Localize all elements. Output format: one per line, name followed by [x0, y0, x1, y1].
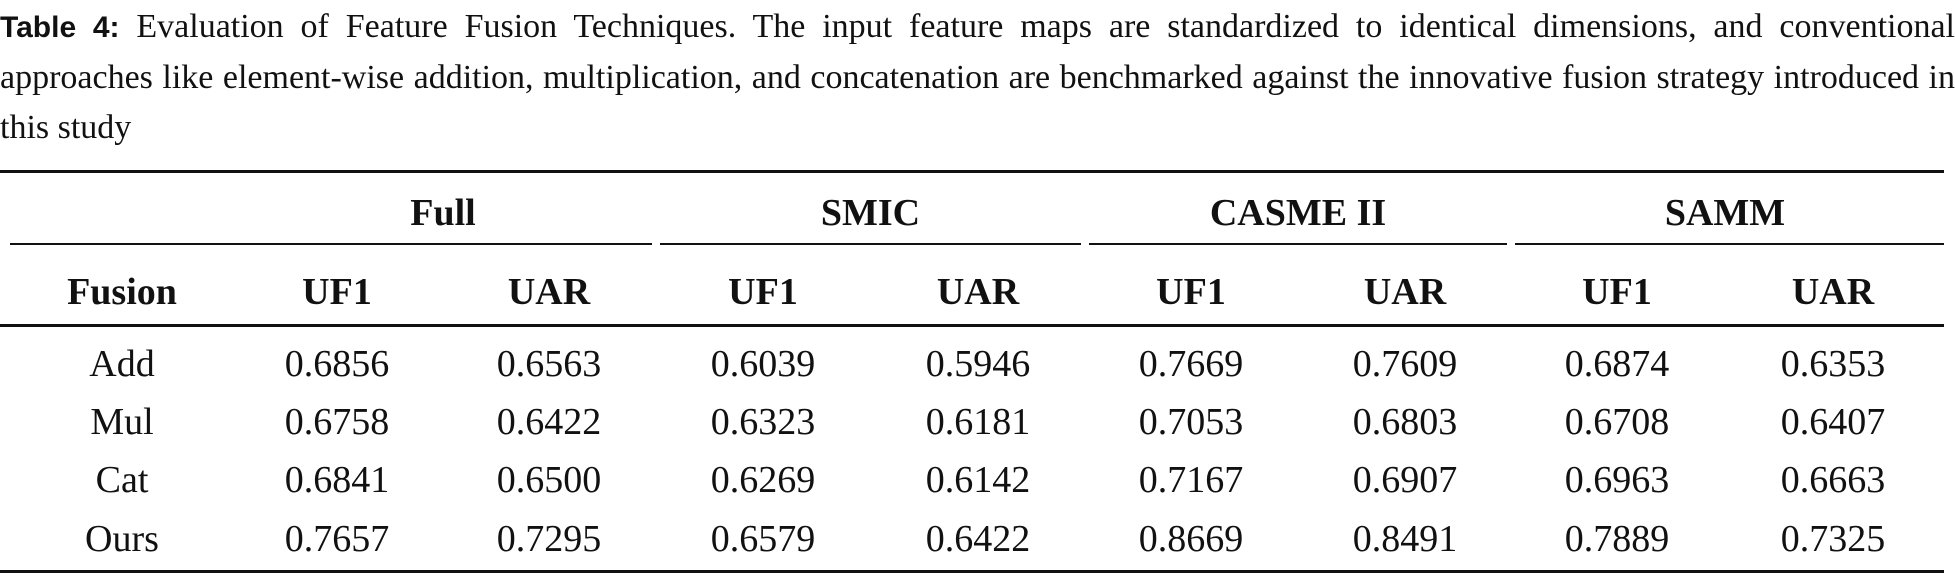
group-rule — [1088, 243, 1507, 245]
cell-value: 0.6323 — [710, 401, 816, 443]
column-header: Fusion — [67, 271, 177, 313]
cell-value: 0.6422 — [925, 518, 1031, 560]
caption-label: Table 4: — [0, 11, 120, 44]
group-header: SAMM — [1664, 192, 1786, 234]
cell-value: 0.6407 — [1780, 401, 1886, 443]
group-header: Full — [410, 192, 476, 234]
cell-value: 0.6663 — [1780, 459, 1886, 501]
row-label: Ours — [85, 518, 159, 560]
cell-value: 0.7325 — [1780, 518, 1886, 560]
group-rule — [660, 243, 1081, 245]
cell-value: 0.6841 — [284, 459, 390, 501]
cell-value: 0.6907 — [1352, 459, 1458, 501]
cell-value: 0.7669 — [1138, 343, 1244, 385]
cell-value: 0.7657 — [284, 518, 390, 560]
cell-value: 0.6500 — [496, 459, 602, 501]
column-header: UAR — [1791, 271, 1875, 313]
column-header: UF1 — [302, 271, 372, 313]
cell-value: 0.6269 — [710, 459, 816, 501]
cell-value: 0.6874 — [1564, 343, 1670, 385]
cell-value: 0.8491 — [1352, 518, 1458, 560]
cell-value: 0.7295 — [496, 518, 602, 560]
cell-value: 0.6353 — [1780, 343, 1886, 385]
cell-value: 0.6708 — [1564, 401, 1670, 443]
column-header: UF1 — [1156, 271, 1226, 313]
cell-value: 0.6422 — [496, 401, 602, 443]
cell-value: 0.6963 — [1564, 459, 1670, 501]
column-header: UF1 — [728, 271, 798, 313]
cell-value: 0.6579 — [710, 518, 816, 560]
cell-value: 0.6563 — [496, 343, 602, 385]
cell-value: 0.6142 — [925, 459, 1031, 501]
cell-value: 0.6181 — [925, 401, 1031, 443]
row-label: Mul — [90, 401, 154, 443]
top-rule — [0, 170, 1944, 173]
cell-value: 0.8669 — [1138, 518, 1244, 560]
group-header: CASME II — [1209, 192, 1387, 234]
column-header: UF1 — [1582, 271, 1652, 313]
cell-value: 0.6758 — [284, 401, 390, 443]
cell-value: 0.6803 — [1352, 401, 1458, 443]
column-header: UAR — [507, 271, 591, 313]
cell-value: 0.6856 — [284, 343, 390, 385]
cell-value: 0.7609 — [1352, 343, 1458, 385]
cell-value: 0.7053 — [1138, 401, 1244, 443]
cell-value: 0.6039 — [710, 343, 816, 385]
column-header: UAR — [936, 271, 1020, 313]
caption: Table 4: Evaluation of Feature Fusion Te… — [0, 2, 1955, 153]
cell-value: 0.5946 — [925, 343, 1031, 385]
header-rule — [0, 324, 1944, 327]
group-rule — [10, 243, 652, 245]
row-label: Cat — [95, 459, 149, 501]
row-label: Add — [89, 343, 155, 385]
group-header: SMIC — [820, 192, 921, 234]
group-rule — [1515, 243, 1944, 245]
bottom-rule — [0, 570, 1944, 573]
column-header: UAR — [1363, 271, 1447, 313]
cell-value: 0.7889 — [1564, 518, 1670, 560]
caption-text: Evaluation of Feature Fusion Techniques.… — [0, 8, 1955, 146]
cell-value: 0.7167 — [1138, 459, 1244, 501]
